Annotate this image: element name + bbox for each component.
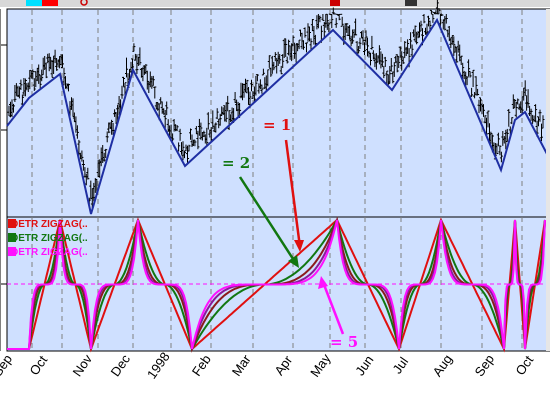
right-scrollbar[interactable]	[546, 9, 550, 351]
x-tick-label: Oct	[512, 353, 536, 378]
color-swatch-icon[interactable]	[26, 0, 42, 6]
legend-entry-2: DETR ZIGZAG(..	[11, 233, 88, 244]
x-tick-label: May	[307, 351, 334, 380]
legend-entry-3: DETR ZIGZAG(..	[11, 247, 88, 258]
toolbar-strip	[0, 0, 550, 7]
x-tick-label: Oct	[26, 353, 50, 378]
x-tick-label: Nov	[70, 351, 96, 379]
tool-icon[interactable]	[405, 0, 417, 6]
toolbar-background	[0, 0, 550, 7]
x-tick-label: Mar	[229, 351, 255, 378]
x-tick-label: Jun	[352, 353, 376, 379]
x-tick-label: Apr	[271, 352, 295, 378]
tool-icon[interactable]	[330, 0, 340, 6]
x-tick-label: Aug	[430, 352, 456, 380]
x-tick-label: Sep	[472, 352, 498, 380]
price-panel	[7, 9, 550, 217]
annotation-label-5: = 5	[330, 333, 358, 351]
legend: DETR ZIGZAG(.. DETR ZIGZAG(.. DETR ZIGZA…	[8, 219, 88, 258]
x-axis-labels: Sep Oct Nov Dec 1998 Feb Mar Apr May Jun Jul Aug Sep…	[0, 349, 536, 381]
x-tick-label: Sep	[0, 352, 15, 380]
price-bar	[339, 14, 342, 15]
color-swatch-icon[interactable]	[42, 0, 58, 6]
x-tick-label: Jul	[389, 354, 411, 376]
x-tick-label: Dec	[108, 351, 134, 379]
x-tick-label: 1998	[144, 349, 173, 381]
annotation-label-2: = 2	[222, 154, 250, 172]
legend-entry-1: DETR ZIGZAG(..	[11, 219, 88, 230]
left-axis	[0, 9, 7, 351]
annotation-label-1: = 1	[263, 116, 291, 134]
x-tick-label: Feb	[189, 352, 214, 379]
